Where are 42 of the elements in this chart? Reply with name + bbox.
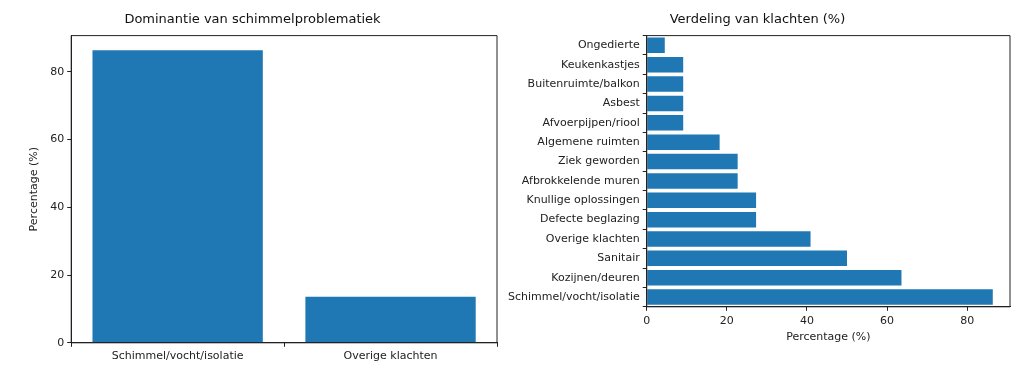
bar — [647, 231, 811, 247]
y-tick-label: Kozijnen/deuren — [551, 270, 640, 284]
bar — [647, 250, 847, 267]
y-tick-label: Overige klachten — [545, 231, 640, 245]
bar — [647, 76, 684, 92]
y-tick-label: 0 — [57, 335, 65, 349]
y-tick-label: Defecte beglazing — [539, 212, 640, 226]
y-tick-label: Sanitair — [597, 251, 641, 265]
bar — [647, 153, 738, 170]
x-tick-label: 80 — [960, 313, 975, 327]
y-tick-label: Keukenkastjes — [561, 57, 641, 71]
x-tick-label: 0 — [643, 313, 651, 327]
chart-title: Verdeling van klachten (%) — [669, 11, 846, 27]
x-axis-title: Percentage (%) — [786, 330, 871, 344]
y-tick-label: Afvoerpijpen/riool — [542, 115, 640, 129]
bar — [647, 115, 684, 131]
y-tick-label: 20 — [50, 267, 65, 281]
bar — [647, 211, 757, 228]
chart-title: Dominantie van schimmelproblematiek — [124, 11, 382, 27]
x-tick-label: 20 — [719, 313, 734, 327]
y-tick-label: Ongedierte — [577, 38, 640, 52]
x-tick-label: 40 — [799, 313, 814, 327]
y-tick-label: Schimmel/vocht/isolatie — [508, 289, 640, 303]
bar — [647, 95, 684, 112]
x-tick-label: 60 — [880, 313, 895, 327]
y-tick-label: Asbest — [602, 96, 641, 110]
y-tick-label: Afbrokkelende muren — [521, 173, 640, 187]
y-tick-label: 80 — [50, 64, 65, 78]
y-tick-label: 40 — [50, 200, 65, 214]
bar — [647, 192, 757, 209]
y-tick-label: 60 — [50, 132, 65, 146]
bar — [647, 173, 738, 189]
y-axis-title: Percentage (%) — [27, 146, 41, 232]
y-tick-label: Ziek geworden — [557, 154, 640, 168]
bar — [647, 134, 720, 150]
bar — [647, 37, 665, 54]
bar — [647, 269, 902, 286]
y-tick-label: Buitenruimte/balkon — [527, 76, 640, 90]
bar — [647, 289, 993, 305]
y-tick-label: Algemene ruimten — [537, 135, 640, 148]
bar — [647, 56, 684, 73]
y-tick-label: Knullige oplossingen — [526, 193, 640, 207]
